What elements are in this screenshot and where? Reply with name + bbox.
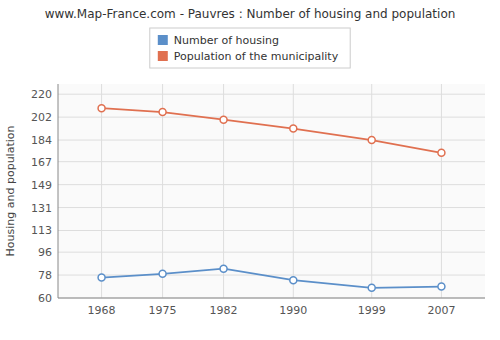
legend-frame — [150, 28, 350, 68]
x-tick-label: 1975 — [149, 304, 177, 317]
y-tick-label: 96 — [38, 246, 52, 259]
x-grid-line — [441, 84, 442, 298]
y-axis-line — [58, 84, 59, 298]
y-tick-label: 78 — [38, 269, 52, 282]
series-marker — [368, 284, 375, 291]
y-grid-line — [58, 94, 485, 95]
x-tick-label: 2007 — [427, 304, 455, 317]
legend-swatch — [158, 35, 168, 45]
y-grid-line — [58, 230, 485, 231]
x-tick-label: 1982 — [210, 304, 238, 317]
legend-label: Number of housing — [174, 34, 279, 47]
legend: Number of housing Population of the munic… — [150, 28, 350, 68]
series-group — [98, 105, 445, 292]
plot-background — [58, 84, 485, 298]
series-line — [102, 269, 442, 288]
y-grid-line — [58, 117, 485, 118]
series-marker — [98, 274, 105, 281]
series-marker — [220, 265, 227, 272]
chart: www.Map-France.com - Pauvres : Number of… — [0, 0, 500, 340]
x-grid-line — [101, 84, 102, 298]
y-grid-line — [58, 207, 485, 208]
legend-swatch — [158, 51, 168, 61]
series-marker — [290, 125, 297, 132]
x-tick-label: 1990 — [279, 304, 307, 317]
series-marker — [98, 105, 105, 112]
y-tick-label: 202 — [31, 111, 52, 124]
y-grid-line — [58, 140, 485, 141]
legend-label: Population of the municipality — [174, 50, 339, 63]
x-tick-label: 1999 — [358, 304, 386, 317]
y-tick-label: 60 — [38, 292, 52, 305]
y-tick-label: 167 — [31, 156, 52, 169]
y-grid-line — [58, 161, 485, 162]
y-tick-label: 184 — [31, 134, 52, 147]
y-axis-label: Housing and population — [4, 126, 17, 257]
title: www.Map-France.com - Pauvres : Number of… — [45, 7, 456, 21]
series-line — [102, 108, 442, 153]
series-marker — [220, 116, 227, 123]
x-tick-label: 1968 — [88, 304, 116, 317]
series-marker — [438, 283, 445, 290]
y-tick-label: 131 — [31, 202, 52, 215]
y-grid-line — [58, 275, 485, 276]
y-tick-label: 113 — [31, 224, 52, 237]
y-tick-label: 220 — [31, 88, 52, 101]
x-grid-line — [293, 84, 294, 298]
series-marker — [368, 137, 375, 144]
series-marker — [159, 109, 166, 116]
y-tick-label: 149 — [31, 179, 52, 192]
y-grid-line — [58, 298, 485, 299]
series-marker — [438, 149, 445, 156]
series-marker — [159, 270, 166, 277]
x-axis-line — [58, 298, 485, 299]
x-grid-line — [371, 84, 372, 298]
series-marker — [290, 277, 297, 284]
y-grid-line — [58, 252, 485, 253]
y-grid-line — [58, 184, 485, 185]
